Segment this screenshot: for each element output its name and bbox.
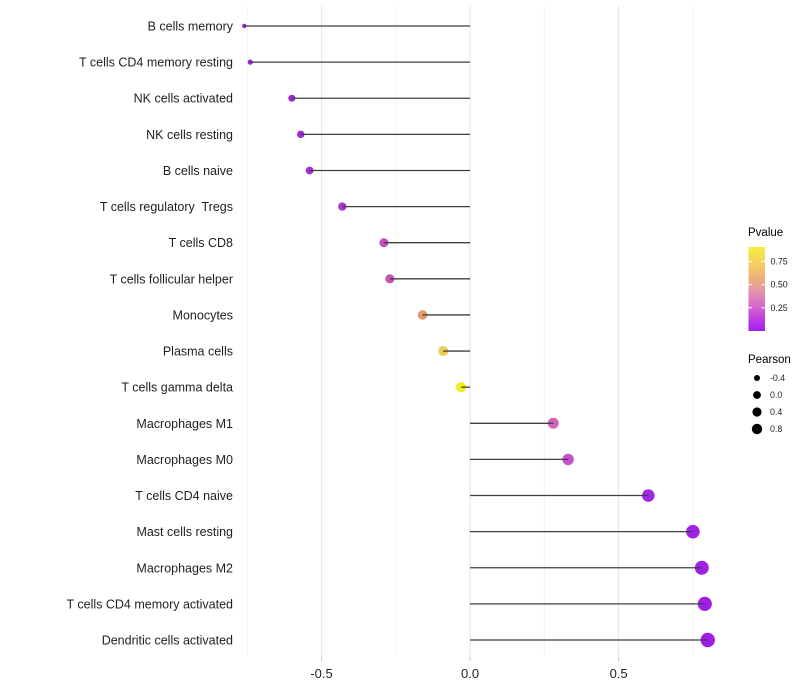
y-axis-label: T cells CD4 memory resting bbox=[79, 56, 233, 70]
pearson-legend-title: Pearson bbox=[748, 354, 791, 366]
y-axis-label: B cells naive bbox=[163, 164, 233, 178]
x-axis-tick-label: 0.5 bbox=[610, 666, 628, 681]
y-axis-label: Monocytes bbox=[173, 308, 233, 322]
y-axis-label: Macrophages M1 bbox=[136, 417, 233, 431]
pearson-key-label: 0.8 bbox=[770, 424, 782, 434]
pearson-key-label: 0.0 bbox=[770, 390, 782, 400]
pearson-key-label: 0.4 bbox=[770, 407, 782, 417]
pvalue-legend-title: Pvalue bbox=[748, 227, 783, 239]
lollipop-dot bbox=[455, 381, 467, 393]
lollipop-dot bbox=[247, 59, 253, 65]
y-axis-label: T cells regulatory Tregs bbox=[100, 200, 233, 214]
lollipop-dot bbox=[297, 130, 305, 139]
pearson-key-label: -0.4 bbox=[770, 373, 785, 383]
y-axis-label: T cells CD8 bbox=[169, 236, 233, 250]
pearson-size-key bbox=[752, 407, 762, 417]
pvalue-colorbar bbox=[748, 247, 765, 331]
y-axis-label: Macrophages M2 bbox=[136, 561, 233, 575]
pearson-size-key bbox=[753, 391, 761, 399]
x-axis-tick-label: -0.5 bbox=[310, 666, 332, 681]
y-axis-label: Macrophages M0 bbox=[136, 453, 233, 467]
y-axis-label: T cells CD4 naive bbox=[135, 489, 233, 503]
pvalue-tick-label: 0.50 bbox=[771, 280, 788, 290]
y-axis-label: T cells gamma delta bbox=[121, 381, 233, 395]
pvalue-tick-label: 0.75 bbox=[771, 256, 788, 266]
y-axis-label: T cells CD4 memory activated bbox=[67, 597, 234, 611]
lollipop-dot bbox=[697, 596, 712, 611]
y-axis-label: NK cells resting bbox=[146, 128, 233, 142]
y-axis-label: B cells memory bbox=[148, 20, 234, 34]
pearson-size-key bbox=[751, 423, 763, 435]
x-axis-tick-label: 0.0 bbox=[461, 666, 479, 681]
y-axis-label: T cells follicular helper bbox=[110, 272, 233, 286]
pearson-size-key bbox=[754, 375, 760, 381]
y-axis-label: Mast cells resting bbox=[136, 525, 233, 539]
y-axis-label: Plasma cells bbox=[163, 345, 233, 359]
y-axis-label: NK cells activated bbox=[134, 92, 233, 106]
pvalue-tick-label: 0.25 bbox=[771, 303, 788, 313]
y-axis-label: Dendritic cells activated bbox=[102, 634, 233, 648]
lollipop-dot bbox=[338, 202, 347, 211]
